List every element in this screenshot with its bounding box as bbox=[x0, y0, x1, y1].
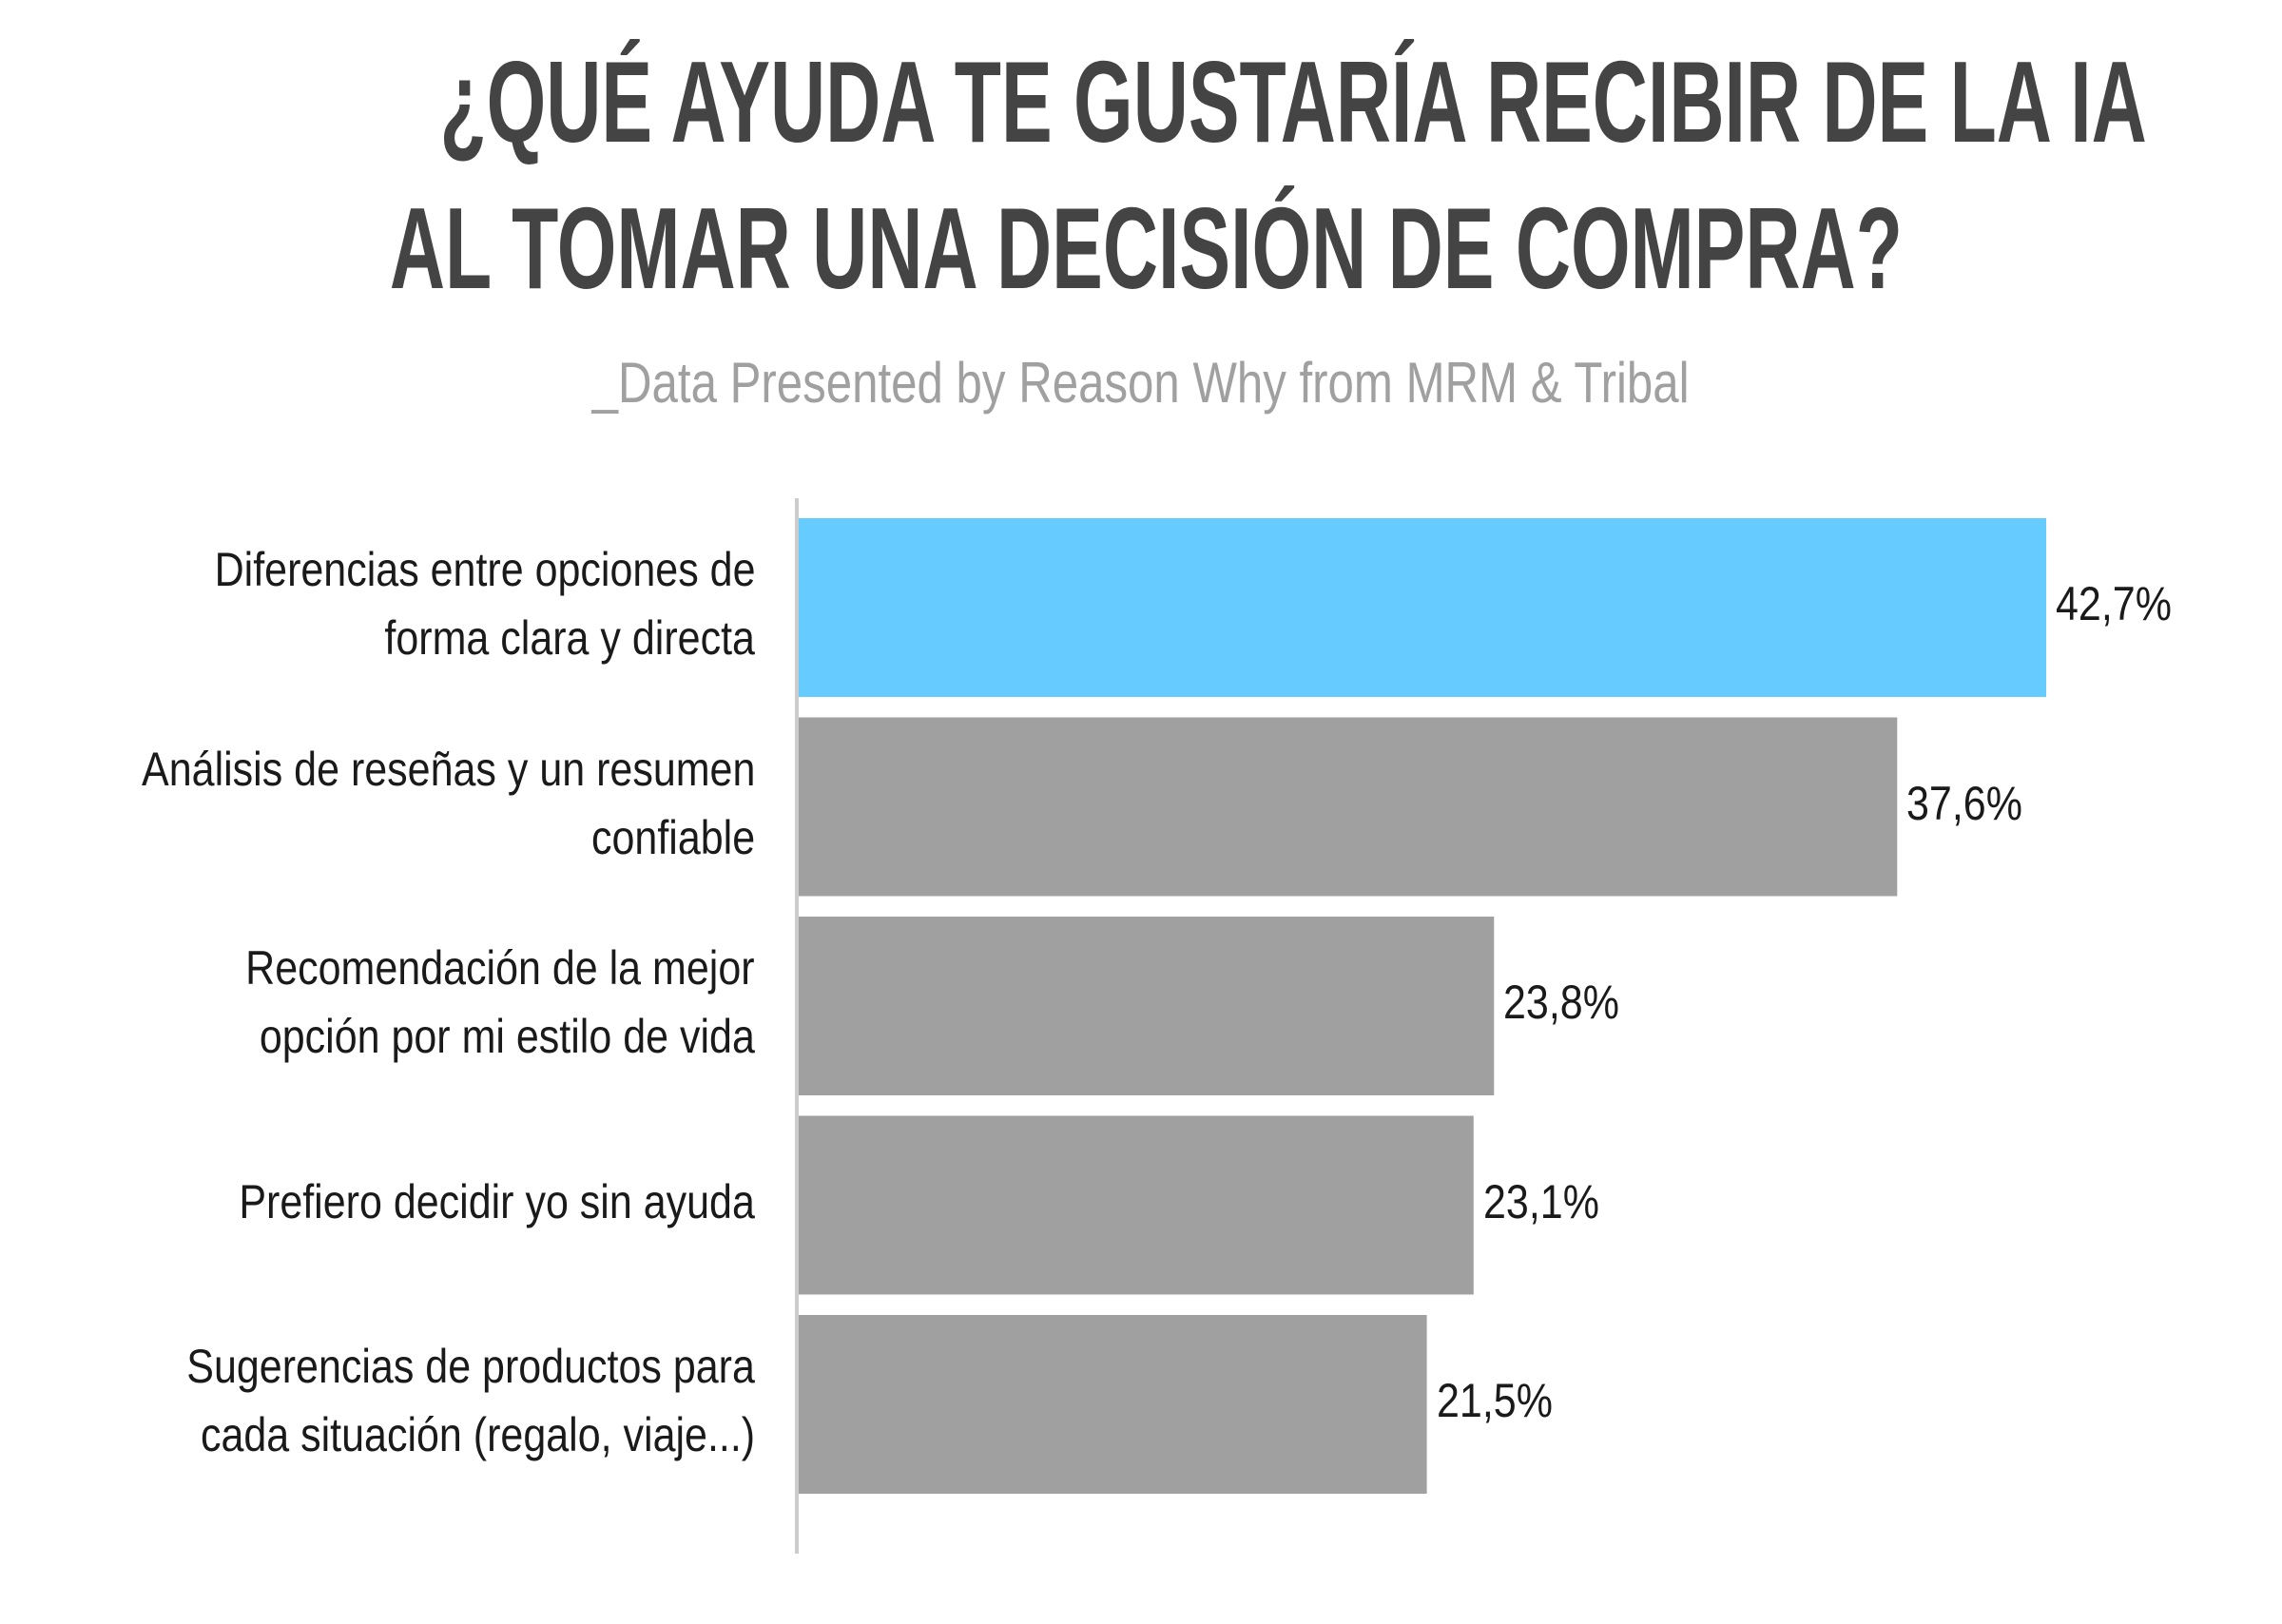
value-label-4: 21,5% bbox=[1436, 1374, 1553, 1427]
bar-2 bbox=[799, 917, 1495, 1095]
title-text-1: ¿QUÉ AYUDA TE GUSTARÍA RECIBIR DE LA IA bbox=[439, 37, 2147, 166]
bar-4 bbox=[799, 1315, 1427, 1494]
chart-subtitle: _Data Presented by Reason Why from MRM &… bbox=[0, 350, 2282, 416]
category-label-line: confiable bbox=[590, 810, 755, 864]
category-label-line: forma clara y directa bbox=[384, 611, 755, 665]
bar-0 bbox=[799, 518, 2046, 697]
category-label-2: Recomendación de la mejor opción por mi e… bbox=[163, 934, 755, 1071]
value-label-1: 37,6% bbox=[1906, 776, 2023, 830]
value-label-3: 23,1% bbox=[1482, 1174, 1599, 1228]
bar-3 bbox=[799, 1115, 1474, 1295]
chart-title-line-1: ¿QUÉ AYUDA TE GUSTARÍA RECIBIR DE LA IA bbox=[0, 40, 2282, 164]
category-label-0: Diferencias entre opciones de forma clara… bbox=[126, 535, 755, 672]
title-text-2: AL TOMAR UNA DECISIÓN DE COMPRA? bbox=[389, 184, 1903, 313]
category-label-line: Análisis de reseñas y un resumen bbox=[141, 742, 755, 796]
category-label-line: Sugerencias de productos para bbox=[186, 1340, 755, 1393]
category-label-line: opción por mi estilo de vida bbox=[259, 1010, 755, 1063]
category-label-line: Recomendación de la mejor bbox=[245, 941, 755, 995]
value-label-0: 42,7% bbox=[2056, 577, 2172, 630]
category-label-line: Prefiero decidir yo sin ayuda bbox=[239, 1174, 755, 1228]
category-label-line: Diferencias entre opciones de bbox=[214, 543, 755, 596]
bar-1 bbox=[799, 717, 1898, 897]
subtitle-text: _Data Presented by Reason Why from MRM &… bbox=[592, 351, 1690, 415]
category-label-3: Prefiero decidir yo sin ayuda bbox=[155, 1168, 755, 1236]
value-label-2: 23,8% bbox=[1503, 976, 1620, 1029]
category-label-line: cada situación (regalo, viaje...) bbox=[200, 1408, 755, 1461]
category-label-4: Sugerencias de productos para cada situac… bbox=[94, 1332, 755, 1469]
category-label-1: Análisis de reseñas y un resumen confiabl… bbox=[42, 735, 755, 872]
chart-title-line-2: AL TOMAR UNA DECISIÓN DE COMPRA? bbox=[0, 186, 2282, 310]
